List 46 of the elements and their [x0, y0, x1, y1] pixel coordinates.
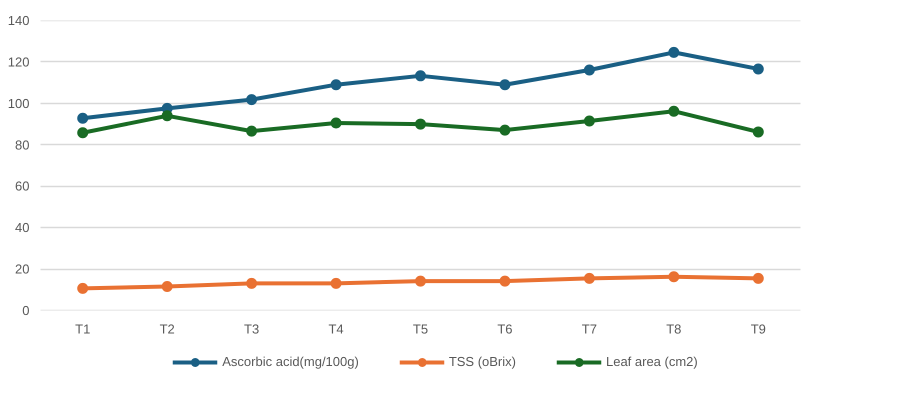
legend-label: Ascorbic acid(mg/100g)	[222, 354, 359, 369]
y-tick-label: 80	[15, 137, 30, 152]
point	[415, 276, 426, 287]
point	[330, 118, 342, 129]
y-tick-label: 0	[22, 303, 30, 318]
point	[330, 278, 342, 289]
point	[499, 276, 510, 287]
point	[752, 272, 764, 284]
x-tick-label: T5	[412, 322, 428, 336]
point	[246, 126, 258, 137]
point	[77, 112, 88, 124]
y-tick-label: 140	[8, 13, 30, 28]
point	[668, 271, 680, 282]
y-tick-label: 100	[8, 96, 30, 111]
point	[499, 124, 510, 136]
y-tick-label: 40	[15, 220, 30, 236]
point	[584, 115, 595, 126]
point	[330, 79, 342, 90]
x-tick-label: T7	[582, 322, 597, 336]
point	[77, 282, 88, 294]
x-tick-label: T3	[244, 322, 260, 336]
x-tick-label: T9	[750, 322, 766, 336]
point	[246, 278, 258, 289]
point	[668, 106, 680, 117]
x-tick-label: T8	[666, 322, 682, 336]
x-tick-label: T4	[328, 322, 344, 336]
point	[668, 46, 680, 58]
point	[162, 110, 173, 122]
point	[499, 79, 510, 90]
y-tick-label: 60	[15, 178, 30, 194]
x-tick-label: T6	[497, 322, 513, 336]
legend-label: TSS (oBrix)	[448, 354, 516, 369]
x-tick-label: T1	[75, 322, 90, 336]
point	[584, 272, 595, 284]
x-tick-label: T2	[160, 322, 175, 336]
point	[415, 118, 426, 130]
point	[246, 94, 258, 106]
y-tick-label: 120	[8, 54, 30, 70]
point	[415, 70, 426, 82]
y-tick-label: 20	[15, 262, 30, 277]
point	[752, 63, 764, 74]
legend-label: Leaf area (cm2)	[606, 354, 698, 369]
point	[584, 64, 595, 76]
point	[77, 127, 88, 138]
point	[162, 280, 173, 292]
point	[752, 126, 764, 138]
